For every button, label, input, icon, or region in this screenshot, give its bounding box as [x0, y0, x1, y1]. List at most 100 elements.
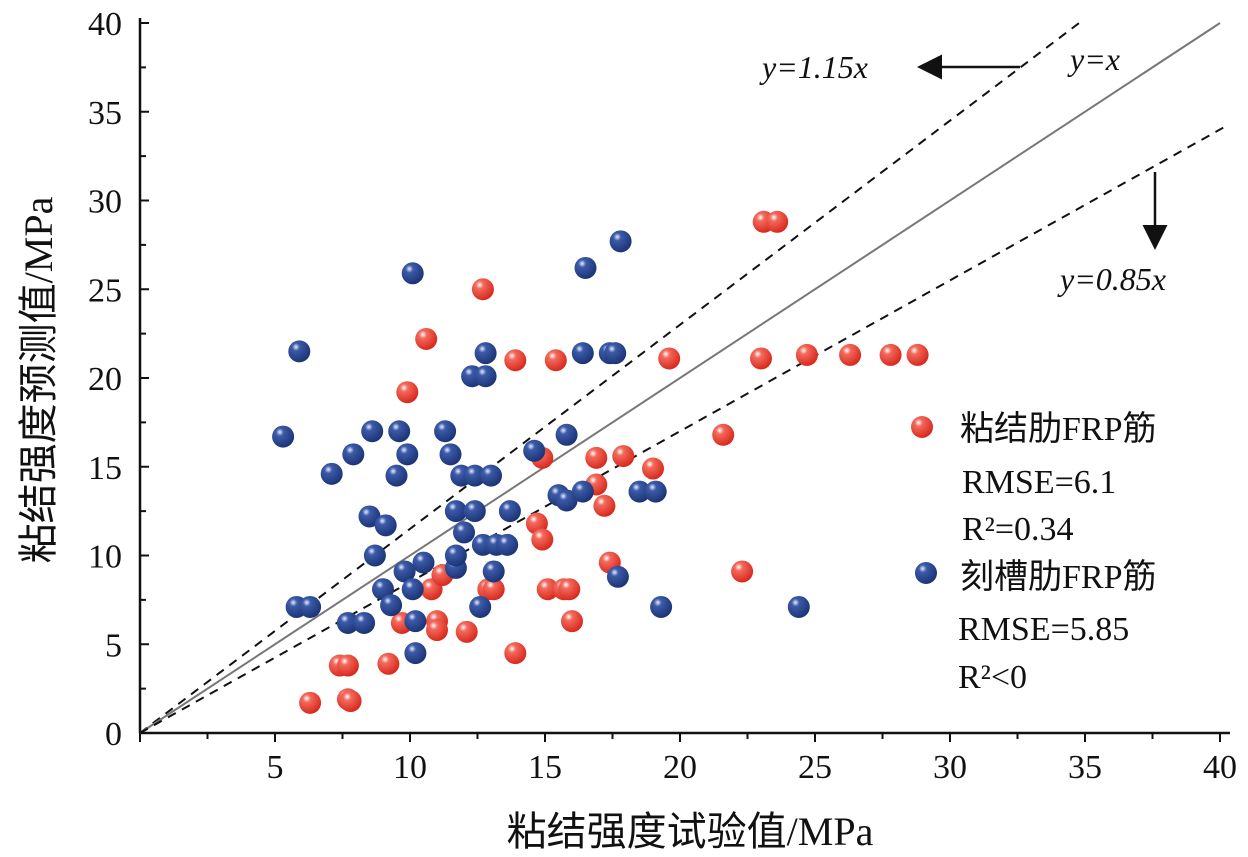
data-point — [426, 619, 448, 642]
data-point — [299, 595, 322, 618]
data-point — [795, 343, 818, 366]
data-point — [712, 423, 735, 446]
y-tick-label: 35 — [88, 95, 122, 132]
data-point — [555, 489, 578, 512]
y-tick-label: 20 — [88, 361, 122, 398]
data-point — [396, 443, 419, 466]
data-point — [480, 464, 502, 487]
data-point — [342, 443, 365, 466]
x-tick-label: 20 — [663, 749, 697, 786]
reference-line — [139, 22, 1221, 734]
data-point — [320, 462, 343, 485]
data-point — [544, 349, 567, 372]
data-point — [385, 464, 408, 487]
data-point — [504, 642, 527, 665]
data-point — [415, 327, 438, 350]
data-point — [609, 230, 632, 253]
data-point — [404, 642, 427, 665]
y-axis-title: 粘结强度预测值/MPa — [16, 196, 61, 563]
data-point — [474, 342, 497, 365]
data-point — [463, 500, 486, 523]
data-point — [439, 443, 462, 466]
annotation-y-0.85x: y=0.85x — [1057, 261, 1166, 297]
data-point — [766, 210, 789, 233]
data-point — [496, 533, 519, 556]
legend-label: 刻槽肋FRP筋 — [960, 558, 1157, 596]
x-axis-title: 粘结强度试验值/MPa — [507, 809, 874, 854]
x-tick-label: 10 — [393, 749, 427, 786]
legend-marker-red — [911, 416, 933, 438]
data-point — [469, 595, 492, 618]
data-point — [444, 544, 467, 567]
legend-stat: RMSE=6.1 — [962, 464, 1116, 501]
reference-line — [139, 22, 1080, 734]
data-point — [353, 611, 376, 634]
data-point — [299, 691, 322, 714]
data-point — [444, 500, 467, 523]
data-point — [336, 654, 359, 677]
y-tick-label: 0 — [105, 716, 122, 753]
y-tick-label: 30 — [88, 184, 122, 221]
data-points — [272, 210, 929, 714]
data-point — [604, 342, 627, 365]
legend-stat: RMSE=5.85 — [958, 611, 1129, 648]
data-point — [482, 560, 505, 583]
data-point — [585, 446, 608, 469]
y-tick-label: 25 — [88, 272, 122, 309]
legend: 粘结肋FRP筋 RMSE=6.1 R²=0.34 刻槽肋FRP筋 RMSE=5.… — [911, 410, 1157, 696]
data-point — [498, 500, 521, 523]
data-point — [374, 514, 397, 537]
data-point — [388, 420, 411, 443]
x-tick-label: 40 — [1203, 749, 1237, 786]
annotation-y-1.15x: y=1.15x — [759, 49, 868, 85]
data-point — [396, 381, 419, 404]
data-point — [463, 464, 486, 487]
data-point — [612, 445, 635, 468]
data-point — [401, 578, 424, 601]
data-point — [574, 256, 597, 279]
data-point — [650, 595, 673, 618]
data-point — [558, 578, 581, 601]
data-point — [787, 595, 810, 618]
data-point — [288, 340, 311, 363]
data-point — [593, 494, 616, 517]
data-point — [571, 342, 594, 365]
legend-stat: R²<0 — [958, 659, 1027, 696]
legend-label: 粘结肋FRP筋 — [960, 410, 1157, 448]
data-point — [455, 620, 478, 643]
data-point — [339, 690, 362, 713]
data-point — [272, 425, 295, 448]
data-point — [628, 480, 651, 503]
data-point — [453, 521, 475, 544]
data-point — [358, 505, 381, 528]
data-point — [404, 610, 427, 633]
data-point — [906, 343, 929, 366]
data-point — [531, 528, 554, 551]
y-tick-label: 10 — [88, 539, 122, 576]
data-point — [377, 652, 400, 675]
data-point — [361, 420, 384, 443]
data-point — [471, 278, 494, 301]
data-point — [482, 578, 505, 601]
data-point — [401, 262, 424, 285]
data-point — [642, 457, 664, 480]
data-point — [644, 480, 667, 503]
series-red — [299, 210, 929, 714]
data-point — [434, 420, 457, 443]
data-point — [336, 611, 359, 634]
x-tick-label: 15 — [528, 749, 562, 786]
data-point — [839, 343, 862, 366]
x-tick-label: 5 — [267, 749, 284, 786]
x-tick-label: 35 — [1068, 749, 1102, 786]
y-tick-label: 40 — [88, 6, 122, 43]
data-point — [393, 560, 416, 583]
axes: 5 10 15 20 25 30 35 40 0 5 10 15 20 25 30 35 40 — [88, 6, 1237, 786]
data-point — [474, 365, 497, 388]
data-point — [571, 480, 594, 503]
annotation-y-x: y=x — [1067, 41, 1120, 77]
data-point — [523, 439, 546, 462]
data-point — [606, 565, 629, 588]
data-point — [731, 560, 754, 583]
x-tick-label: 30 — [933, 749, 967, 786]
